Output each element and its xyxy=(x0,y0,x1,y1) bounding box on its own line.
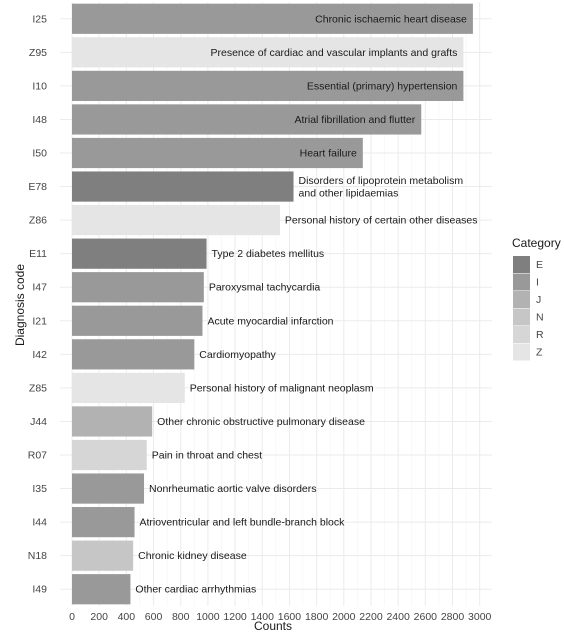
legend-key-e xyxy=(513,256,530,273)
legend-key-z xyxy=(513,343,530,361)
bar-e78 xyxy=(72,171,294,202)
y-tick-label: I44 xyxy=(32,517,47,529)
x-tick-label: 1200 xyxy=(223,611,247,623)
y-tick-label: Z95 xyxy=(29,47,47,59)
bar-i50 xyxy=(72,137,363,169)
legend-title: Category xyxy=(512,236,561,250)
y-tick-label: I49 xyxy=(32,584,47,596)
bar-i10 xyxy=(72,70,464,101)
y-tick-label: J44 xyxy=(30,416,47,428)
legend-key-r xyxy=(513,326,530,343)
bar-label: Nonrheumatic aortic valve disorders xyxy=(149,483,316,495)
y-tick-label: I21 xyxy=(32,315,47,327)
x-tick-label: 600 xyxy=(145,611,163,623)
y-tick-label: I25 xyxy=(32,13,47,25)
bar-i35 xyxy=(72,473,145,504)
bar-label: Type 2 diabetes mellitus xyxy=(212,248,325,260)
bar-e11 xyxy=(72,238,207,269)
y-tick-label: I47 xyxy=(32,282,47,294)
bar-label: Chronic ischaemic heart disease xyxy=(315,13,467,25)
legend-label: I xyxy=(536,277,539,289)
x-tick-label: 2800 xyxy=(441,611,465,623)
bar-label: Personal history of certain other diseas… xyxy=(285,215,478,227)
y-tick-label: I48 xyxy=(32,114,47,126)
legend-label: E xyxy=(536,259,543,271)
y-tick-label: R07 xyxy=(28,450,47,462)
legend-key-i xyxy=(513,273,530,291)
bar-label: Pain in throat and chest xyxy=(152,450,262,462)
y-tick-label: I42 xyxy=(32,349,47,361)
bar-z86 xyxy=(72,205,280,236)
bar-i42 xyxy=(72,339,195,370)
legend-label: Z xyxy=(536,347,543,359)
x-tick-label: 2200 xyxy=(359,611,383,623)
bar-z95 xyxy=(72,37,464,68)
bar-label: Chronic kidney disease xyxy=(138,550,247,562)
bar-label: Heart failure xyxy=(300,148,357,160)
bar-i44 xyxy=(72,507,135,538)
x-tick-label: 1400 xyxy=(251,611,275,623)
x-tick-label: 1600 xyxy=(278,611,302,623)
x-tick-label: 200 xyxy=(90,611,108,623)
bar-label: Paroxysmal tachycardia xyxy=(209,282,321,294)
bar-r07 xyxy=(72,439,147,471)
bar-i48 xyxy=(72,104,422,135)
bar-label: Presence of cardiac and vascular implant… xyxy=(211,47,458,59)
grid xyxy=(60,2,492,606)
legend-label: R xyxy=(536,329,544,341)
x-tick-label: 400 xyxy=(118,611,136,623)
legend-label: J xyxy=(536,294,541,306)
x-tick-label: 2400 xyxy=(386,611,410,623)
bars xyxy=(72,3,473,605)
bar-label: Atrioventricular and left bundle-branch … xyxy=(140,517,346,529)
x-axis-title: Counts xyxy=(254,619,292,633)
y-tick-label: E78 xyxy=(28,181,47,193)
y-tick-label: Z85 xyxy=(29,382,47,394)
legend-label: N xyxy=(536,312,544,324)
bar-label: Atrial fibrillation and flutter xyxy=(294,114,415,126)
y-axis: I25 Z95 I10 I48 I50 E78 Z86 E11 I47 I21 I42 Z85 J44 R… xyxy=(28,13,47,595)
x-tick-label: 2000 xyxy=(332,611,356,623)
bar-label: Essential (primary) hypertension xyxy=(307,80,458,92)
bar-labels: Chronic ischaemic heart disease Presence … xyxy=(135,13,477,595)
x-tick-label: 0 xyxy=(69,611,75,623)
y-axis-title: Diagnosis code xyxy=(13,264,27,346)
bar-n18 xyxy=(72,540,134,571)
bar-i25 xyxy=(72,3,473,34)
x-tick-label: 2600 xyxy=(414,611,438,623)
bar-label: Other chronic obstructive pulmonary dise… xyxy=(157,416,365,428)
bar-label: Personal history of malignant neoplasm xyxy=(190,382,374,394)
legend-key-n xyxy=(513,308,530,326)
bar-label: Disorders of lipoprotein metabolism and o… xyxy=(299,175,464,200)
x-tick-label: 800 xyxy=(172,611,190,623)
y-tick-label: I35 xyxy=(32,483,47,495)
x-axis: 0 200 400 600 800 1000 1200 1400 1600 1800 2000 220… xyxy=(69,611,491,623)
y-tick-label: Z86 xyxy=(29,215,47,227)
legend-key-j xyxy=(513,291,530,308)
bar-i21 xyxy=(72,305,203,336)
y-tick-label: I50 xyxy=(32,148,47,160)
bar-label: Acute myocardial infarction xyxy=(207,315,333,327)
bar-i47 xyxy=(72,272,204,303)
bar-j44 xyxy=(72,406,153,437)
y-tick-label: E11 xyxy=(29,248,47,260)
x-tick-label: 1800 xyxy=(305,611,329,623)
bar-label: Other cardiac arrhythmias xyxy=(135,584,256,596)
x-tick-label: 3000 xyxy=(468,611,492,623)
bar-i49 xyxy=(72,574,131,605)
bar-label: Cardiomyopathy xyxy=(199,349,276,361)
x-tick-label: 1000 xyxy=(196,611,220,623)
y-tick-label: I10 xyxy=(32,80,47,92)
bar-z85 xyxy=(72,372,185,403)
y-tick-label: N18 xyxy=(28,550,47,562)
